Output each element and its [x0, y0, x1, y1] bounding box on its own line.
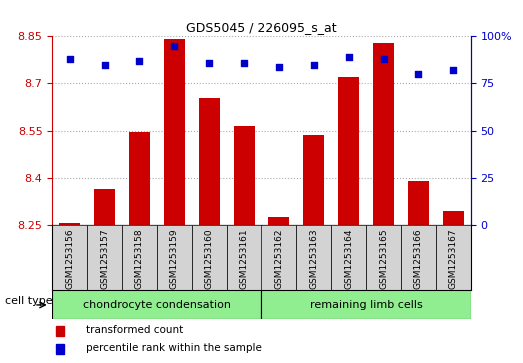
- Text: GSM1253157: GSM1253157: [100, 228, 109, 289]
- Text: GSM1253167: GSM1253167: [449, 228, 458, 289]
- Text: GSM1253163: GSM1253163: [309, 228, 319, 289]
- Bar: [56, 344, 64, 354]
- Bar: [52, 225, 87, 290]
- Text: GSM1253158: GSM1253158: [135, 228, 144, 289]
- Point: [310, 62, 318, 68]
- Bar: [366, 225, 401, 290]
- Point: [414, 71, 423, 77]
- Bar: [443, 211, 464, 225]
- Text: GSM1253164: GSM1253164: [344, 228, 353, 289]
- Point: [379, 56, 388, 62]
- Text: GSM1253159: GSM1253159: [170, 228, 179, 289]
- Bar: [268, 217, 289, 225]
- Bar: [262, 290, 471, 319]
- Bar: [129, 132, 150, 225]
- Point: [449, 68, 458, 73]
- Bar: [331, 225, 366, 290]
- Point: [205, 60, 213, 66]
- Text: GSM1253156: GSM1253156: [65, 228, 74, 289]
- Text: percentile rank within the sample: percentile rank within the sample: [86, 343, 262, 353]
- Bar: [164, 40, 185, 225]
- Bar: [59, 224, 80, 225]
- Bar: [199, 98, 220, 225]
- Text: GSM1253161: GSM1253161: [240, 228, 248, 289]
- Bar: [234, 126, 255, 225]
- Bar: [297, 225, 331, 290]
- Point: [345, 54, 353, 60]
- Title: GDS5045 / 226095_s_at: GDS5045 / 226095_s_at: [186, 21, 337, 34]
- Bar: [373, 42, 394, 225]
- Bar: [56, 326, 64, 336]
- Point: [135, 58, 144, 64]
- Point: [170, 43, 178, 49]
- Point: [240, 60, 248, 66]
- Bar: [262, 225, 297, 290]
- Bar: [87, 225, 122, 290]
- Text: GSM1253160: GSM1253160: [204, 228, 214, 289]
- Bar: [157, 225, 192, 290]
- Text: remaining limb cells: remaining limb cells: [310, 300, 423, 310]
- Bar: [122, 225, 157, 290]
- Text: GSM1253166: GSM1253166: [414, 228, 423, 289]
- Bar: [436, 225, 471, 290]
- Bar: [408, 181, 429, 225]
- Bar: [401, 225, 436, 290]
- Text: GSM1253162: GSM1253162: [275, 228, 283, 289]
- Bar: [94, 189, 115, 225]
- Bar: [303, 135, 324, 225]
- Text: cell type: cell type: [5, 296, 53, 306]
- Text: chondrocyte condensation: chondrocyte condensation: [83, 300, 231, 310]
- Bar: [338, 77, 359, 225]
- Bar: [192, 225, 226, 290]
- Point: [100, 62, 109, 68]
- Point: [275, 64, 283, 69]
- Bar: [226, 225, 262, 290]
- Point: [65, 56, 74, 62]
- Bar: [52, 290, 262, 319]
- Text: GSM1253165: GSM1253165: [379, 228, 388, 289]
- Text: transformed count: transformed count: [86, 325, 183, 335]
